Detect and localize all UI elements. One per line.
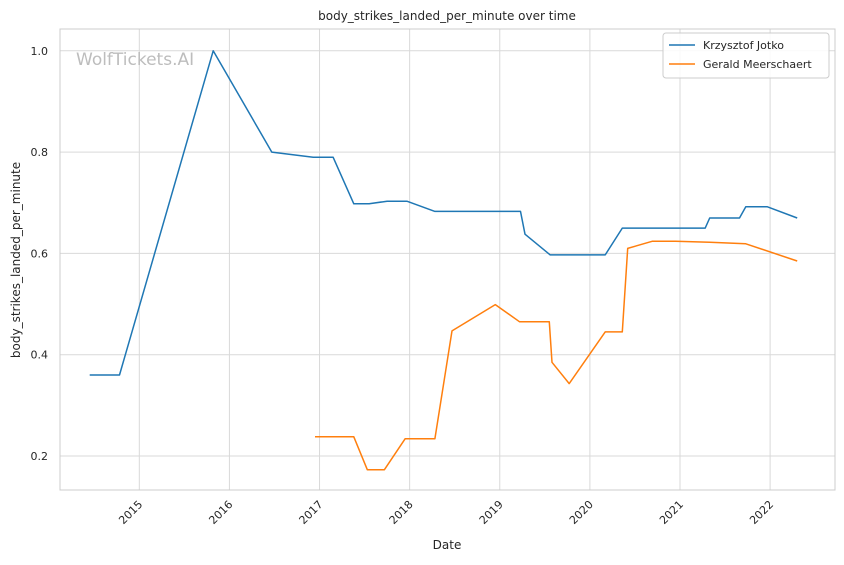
y-tick-label: 1.0	[31, 45, 49, 58]
y-tick-label: 0.2	[31, 450, 49, 463]
y-tick-label: 0.4	[31, 349, 49, 362]
series-lines	[89, 50, 798, 471]
legend-label: Gerald Meerschaert	[703, 58, 812, 71]
x-axis-label: Date	[433, 538, 462, 552]
series-line-0	[89, 50, 798, 376]
y-tick-label: 0.6	[31, 247, 49, 260]
legend: Krzysztof Jotko Gerald Meerschaert	[662, 32, 830, 79]
y-tick-label: 0.8	[31, 146, 49, 159]
series-line-1	[315, 240, 798, 471]
legend-box	[662, 32, 830, 79]
watermark-text: WolfTickets.AI	[76, 50, 194, 70]
legend-label: Krzysztof Jotko	[703, 39, 784, 52]
y-axis-label: body_strikes_landed_per_minute	[9, 162, 23, 358]
plot-area-frame	[59, 28, 836, 491]
chart-title: body_strikes_landed_per_minute over time	[318, 9, 576, 23]
